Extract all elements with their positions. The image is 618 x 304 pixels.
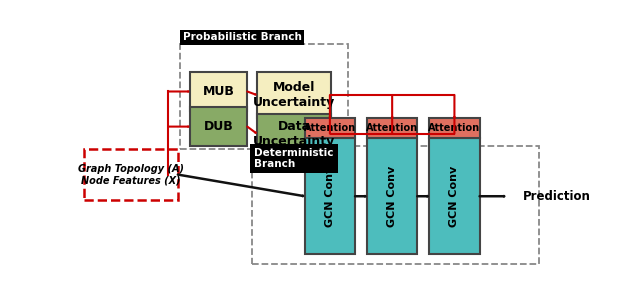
Text: Probabilistic Branch: Probabilistic Branch — [183, 32, 302, 42]
Text: Model
Uncertainty: Model Uncertainty — [253, 81, 335, 109]
Bar — [367, 119, 417, 138]
Text: Attention: Attention — [428, 123, 480, 133]
Text: Data
Uncertainty: Data Uncertainty — [253, 119, 335, 148]
Text: Attention: Attention — [366, 123, 418, 133]
Text: GCN Conv: GCN Conv — [449, 166, 459, 227]
Bar — [190, 72, 247, 111]
Bar — [367, 138, 417, 254]
Bar — [190, 107, 247, 147]
Bar — [180, 43, 348, 149]
Text: Deterministic
Branch: Deterministic Branch — [255, 148, 334, 169]
Bar — [257, 72, 331, 119]
Bar — [257, 114, 331, 154]
Text: GCN Conv: GCN Conv — [325, 166, 335, 227]
Text: Graph Topology (A)
Node Features (X): Graph Topology (A) Node Features (X) — [78, 164, 184, 185]
Bar — [430, 119, 480, 138]
Bar — [430, 138, 480, 254]
Text: GCN Conv: GCN Conv — [387, 166, 397, 227]
Text: DUB: DUB — [204, 120, 234, 133]
Text: MUB: MUB — [203, 85, 234, 98]
Bar — [305, 119, 355, 138]
Bar — [252, 147, 540, 264]
Bar — [85, 149, 178, 200]
Bar — [305, 138, 355, 254]
Text: Attention: Attention — [304, 123, 356, 133]
Text: Prediction: Prediction — [523, 190, 591, 203]
